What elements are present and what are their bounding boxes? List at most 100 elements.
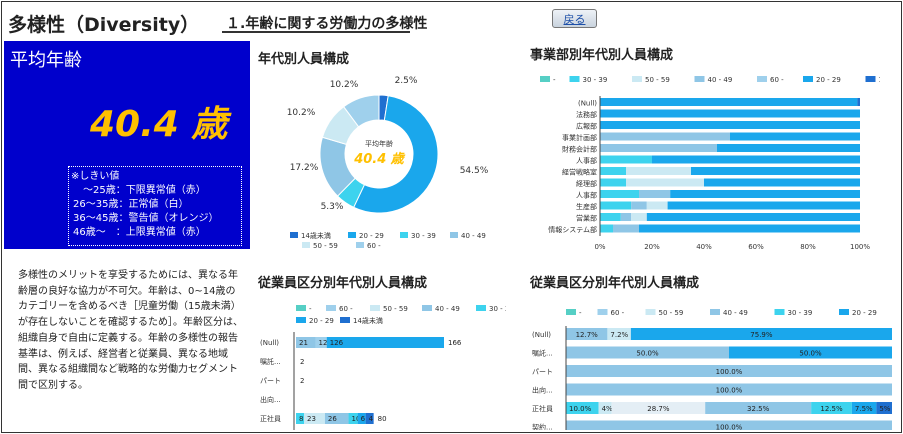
pie-slice-label: 5.3%	[321, 202, 344, 212]
legend-swatch	[757, 76, 767, 82]
legend-label: 20 - 29	[816, 76, 841, 84]
division-bar-chart: (Null)法務部広報部事業計画部財務会計部人事部経営戦略室経理部人事部生産部営…	[548, 96, 870, 251]
bar-value-label: 10	[352, 415, 361, 423]
legend-label: 50 - 59	[645, 76, 670, 84]
category-label: (Null)	[532, 331, 551, 339]
legend-swatch	[296, 305, 306, 311]
employee-count-legend: - 60 - 50 - 59 40 - 49 30 - 39 20 - 29 14歳未満	[296, 305, 506, 325]
bar-segment	[600, 213, 621, 221]
bar-segment	[365, 413, 374, 424]
bar-segment	[691, 167, 860, 175]
category-label: 生産部	[576, 202, 597, 211]
pie-center-label: 平均年齢	[365, 139, 393, 148]
bar-segment	[639, 190, 671, 198]
legend-label: 60 -	[339, 305, 353, 313]
bar-segment	[600, 121, 860, 129]
legend-label: 20 - 29	[852, 309, 877, 317]
bar-value-label: 126	[330, 339, 344, 347]
legend-swatch	[597, 309, 608, 315]
bar-segment	[324, 413, 349, 424]
pie-slice	[342, 94, 380, 128]
legend-swatch	[296, 317, 306, 323]
bar-segment	[639, 224, 860, 233]
bar-total-label: 2	[300, 358, 304, 366]
category-label: (Null)	[578, 100, 597, 108]
pie-slice	[353, 95, 439, 214]
bar-segment	[600, 167, 626, 175]
legend-label: 60 -	[367, 242, 381, 250]
threshold-line: ～25歳：下限異常値（赤）	[83, 185, 206, 196]
category-label: 情報システム部	[548, 225, 597, 234]
bar-segment	[620, 213, 632, 221]
pie-slice-label: 17.2%	[290, 163, 319, 173]
bar-segment-label: 50.0%	[636, 350, 659, 358]
legend-swatch	[370, 305, 380, 311]
bar-segment	[646, 213, 860, 221]
bar-segment	[670, 190, 860, 198]
bar-total-label: 80	[378, 415, 387, 423]
bar-value-label: 6	[361, 415, 366, 423]
pie-slice-label: 54.5%	[460, 166, 489, 176]
legend-label: -	[553, 76, 556, 84]
bar-value-label: 26	[328, 415, 337, 423]
bar-segment	[730, 132, 860, 141]
bar-total-label: 166	[448, 339, 462, 347]
category-label: 契約...	[532, 423, 553, 431]
legend-swatch	[569, 76, 580, 82]
bar-value-label: 4	[369, 415, 374, 423]
legend-swatch	[839, 309, 849, 315]
bar-segment-label: 100.0%	[716, 368, 743, 376]
bar-value-label: 23	[307, 415, 316, 423]
legend-label: -	[579, 309, 582, 317]
back-button[interactable]: 戻る	[552, 9, 597, 28]
legend-label: 40 - 49	[461, 232, 486, 240]
bar-value-label: 21	[299, 339, 308, 347]
bar-segment	[326, 337, 444, 348]
pie-slice-label: 10.2%	[287, 108, 316, 118]
bar-segment	[600, 224, 613, 233]
threshold-line: 26～35歳：正常値（白）	[73, 199, 189, 210]
legend-swatch	[348, 232, 356, 238]
bar-segment	[600, 144, 717, 152]
average-age-label: 平均年齢	[10, 50, 82, 71]
legend-label: 50 - 59	[659, 309, 684, 317]
legend-swatch	[422, 305, 432, 311]
bar-segment-label: 5%	[879, 405, 890, 413]
threshold-line: 36～45歳：警告値（オレンジ）	[73, 213, 219, 224]
bar-segment	[811, 402, 852, 414]
bar-segment-label: 100.0%	[716, 424, 743, 431]
bar-segment	[357, 413, 366, 424]
x-tick-label: 40%	[696, 243, 712, 251]
bar-segment	[607, 328, 631, 340]
legend-swatch	[566, 309, 576, 315]
bar-total-label: 2	[300, 377, 304, 385]
bar-segment	[566, 402, 599, 414]
bar-segment	[626, 178, 704, 187]
legend-label: 14歳未満	[301, 231, 331, 240]
bar-segment	[851, 402, 877, 414]
bar-segment-label: 7.2%	[610, 331, 628, 339]
bar-value-label: 8	[299, 415, 303, 423]
bar-segment	[296, 413, 304, 424]
pie-legend: 14歳未満 20 - 29 30 - 39 40 - 49 50 - 59 60 -	[290, 231, 486, 250]
legend-swatch	[340, 317, 350, 323]
legend-swatch	[774, 309, 785, 315]
bar-segment-label: 50.0%	[799, 350, 822, 358]
bar-segment	[600, 132, 730, 141]
category-label: 経営戦略室	[562, 168, 597, 177]
pie-chart-title: 年代別人員構成	[258, 52, 350, 67]
x-tick-label: 80%	[800, 243, 816, 251]
threshold-title: ※しきい値	[71, 171, 120, 182]
bar-segment	[315, 337, 327, 348]
x-tick-label: 0%	[594, 243, 605, 251]
legend-swatch	[302, 242, 310, 248]
bar-segment-label: 12.5%	[820, 405, 843, 413]
bar-segment	[630, 328, 892, 340]
bar-segment	[600, 201, 632, 210]
bar-segment	[296, 337, 316, 348]
bar-segment-label: 100.0%	[716, 387, 743, 395]
employee-pct-bar-chart: (Null) 12.7% 7.2% 75.9% 嘱託... 50.0% 50.0% パート 10…	[532, 326, 892, 431]
bar-segment	[566, 420, 892, 430]
division-legend: - 30 - 39 50 - 59 40 - 49 60 - 20 - 29 14歳未満	[540, 75, 880, 84]
